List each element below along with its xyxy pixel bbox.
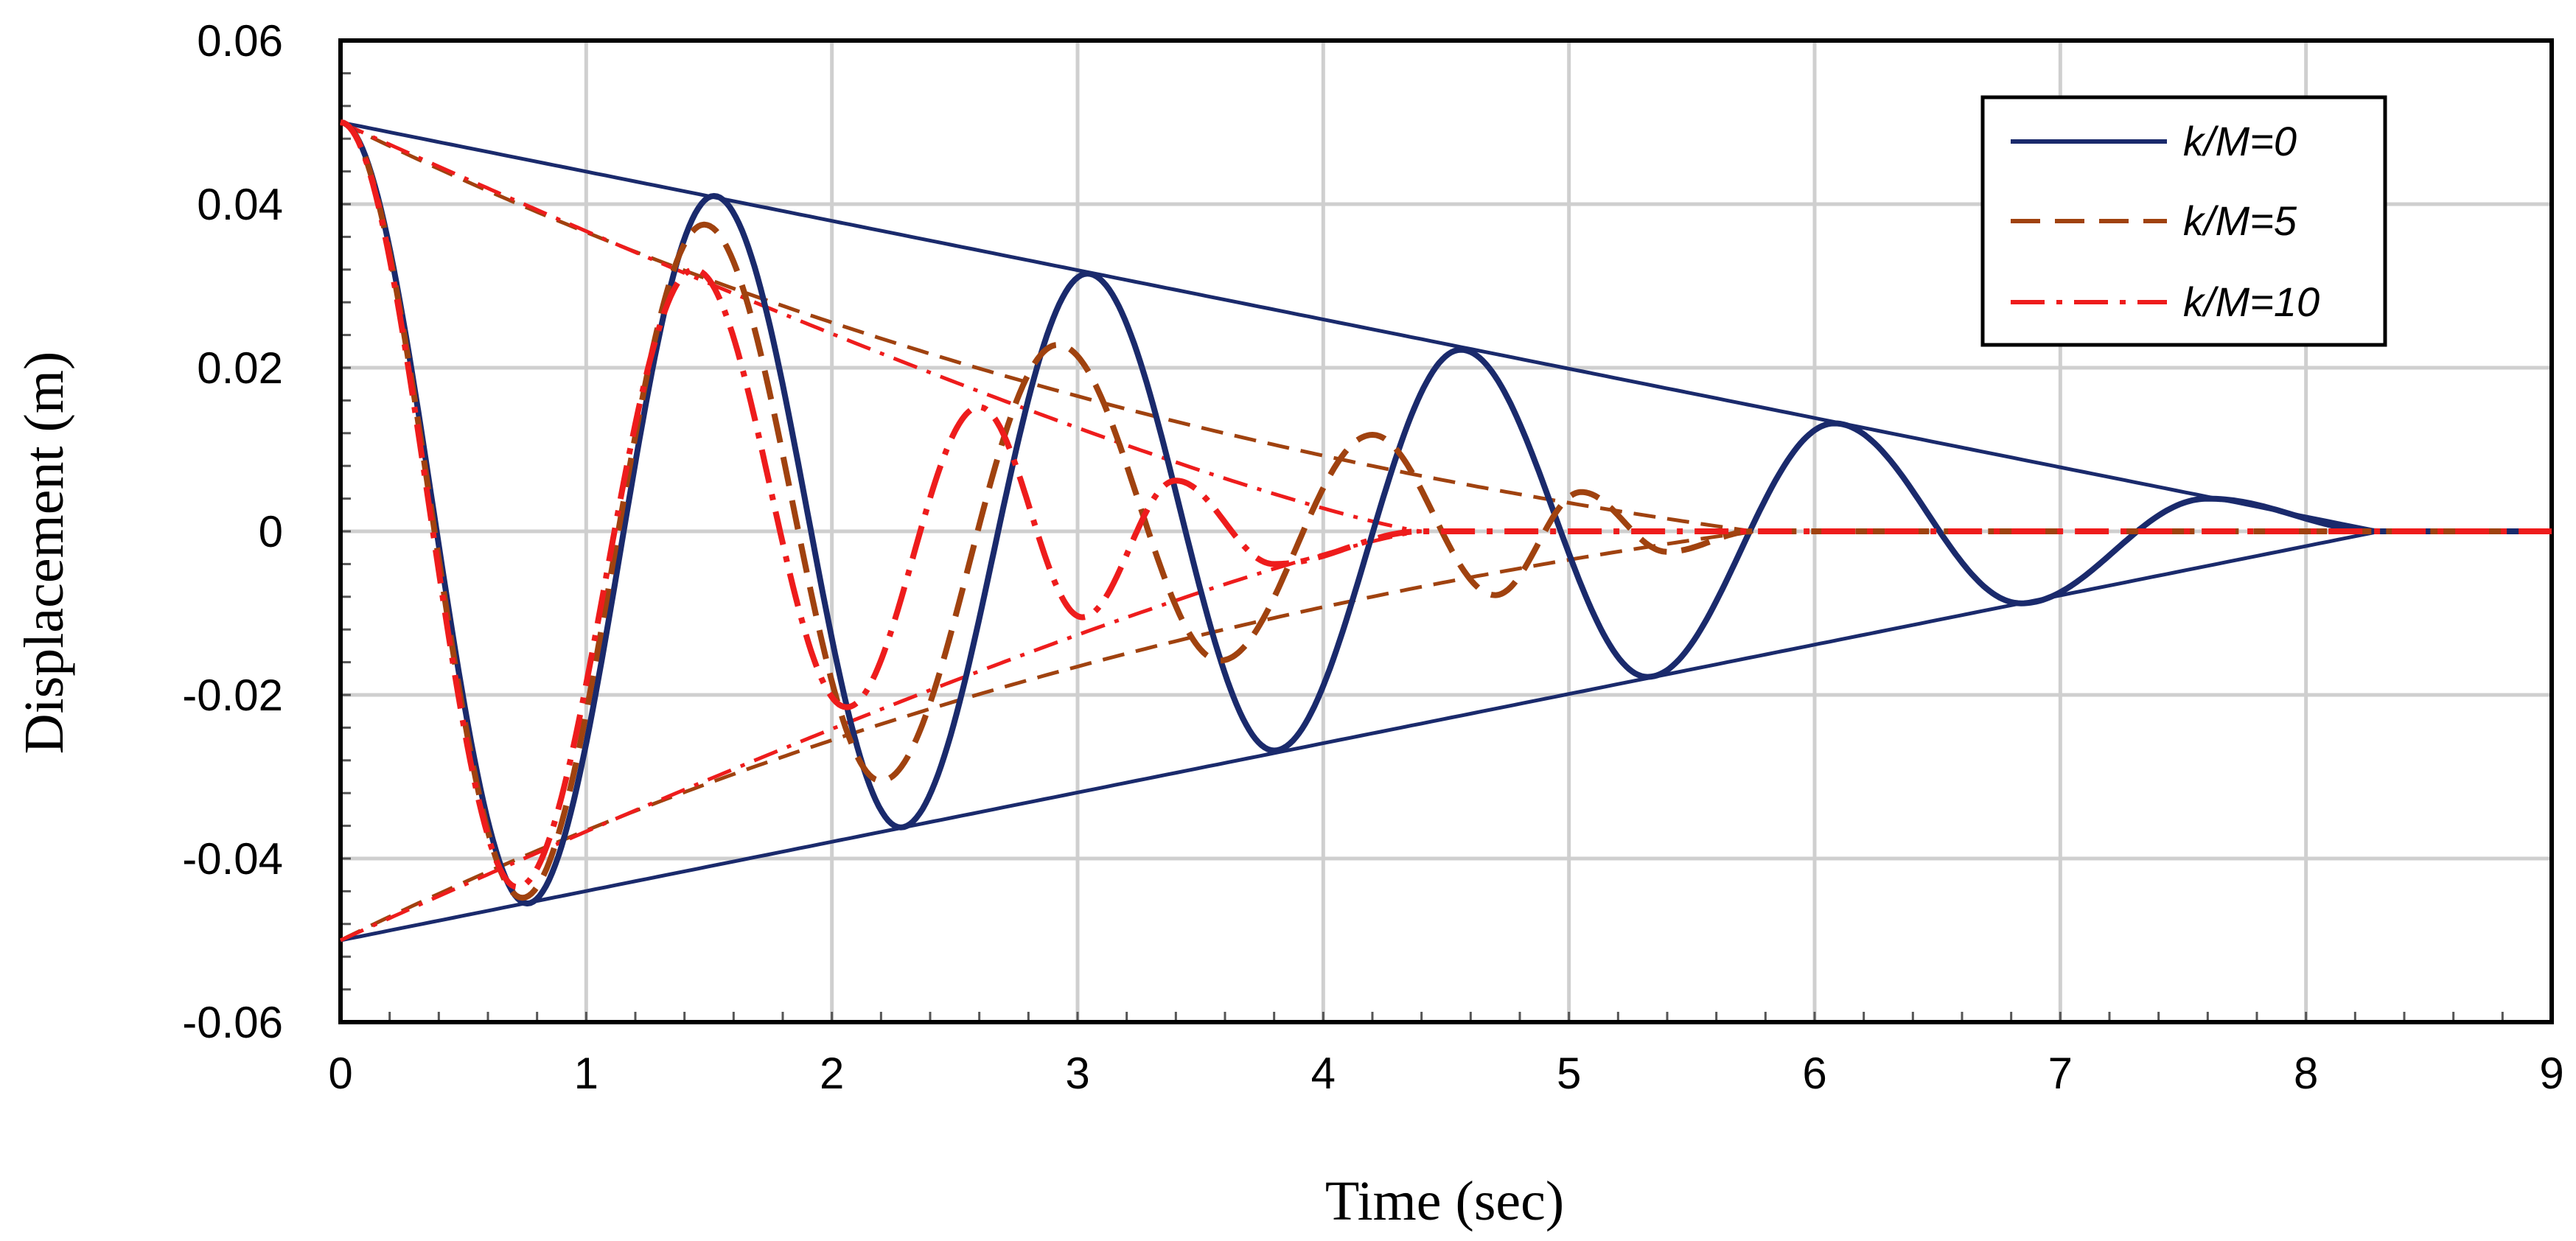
x-tick-label: 3 — [1065, 1049, 1089, 1098]
y-tick-label: 0.04 — [197, 180, 283, 229]
series-lines — [340, 119, 2552, 906]
legend-label-k-m-5: k/M=5 — [2183, 197, 2297, 244]
series-line-k-m-0 — [340, 119, 2552, 906]
legend: k/M=0 k/M=5 k/M=10 — [1980, 95, 2387, 347]
legend-label-k-m-0: k/M=0 — [2183, 118, 2297, 164]
y-tick-label: -0.04 — [182, 834, 283, 884]
y-tick-label: -0.06 — [182, 998, 283, 1047]
x-tick-label: 1 — [574, 1049, 598, 1098]
series-line-k-m-10 — [340, 119, 2552, 890]
x-tick-label: 5 — [1557, 1049, 1581, 1098]
series-line-k-m-5 — [340, 119, 2552, 901]
x-tick-labels: 0 1 2 3 4 5 6 7 8 9 — [328, 1049, 2563, 1098]
envelope-upper — [340, 120, 2381, 534]
y-tick-label: 0.06 — [197, 16, 283, 66]
x-tick-label: 7 — [2048, 1049, 2073, 1098]
x-tick-label: 9 — [2539, 1049, 2563, 1098]
envelope-upper — [339, 120, 1423, 534]
y-tick-label: -0.02 — [182, 671, 283, 720]
x-tick-label: 4 — [1311, 1049, 1336, 1098]
y-tick-label: 0.02 — [197, 343, 283, 393]
x-tick-label: 0 — [328, 1049, 352, 1098]
x-tick-label: 6 — [1802, 1049, 1826, 1098]
x-tick-label: 8 — [2294, 1049, 2318, 1098]
y-axis-title: Displacement (m) — [13, 352, 75, 755]
y-tick-label: 0 — [259, 507, 283, 556]
y-tick-labels: -0.06 -0.04 -0.02 0 0.02 0.04 0.06 — [182, 16, 283, 1047]
x-tick-label: 2 — [820, 1049, 844, 1098]
legend-label-k-m-10: k/M=10 — [2183, 279, 2320, 325]
legend-box — [1980, 95, 2387, 347]
envelope-lower — [339, 529, 1423, 943]
x-axis-title: Time (sec) — [1325, 1170, 1564, 1232]
